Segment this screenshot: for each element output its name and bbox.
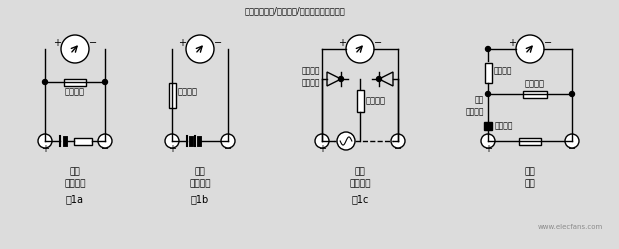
Text: 被测
电阻: 被测 电阻 (525, 167, 535, 188)
Circle shape (38, 134, 52, 148)
Text: 测量直流电阻/交流电源/直流电源功能原理图: 测量直流电阻/交流电源/直流电源功能原理图 (245, 6, 345, 15)
Circle shape (98, 134, 112, 148)
Bar (519, 137, 541, 144)
Bar (168, 82, 176, 108)
Text: 降压电阻: 降压电阻 (178, 87, 198, 97)
Text: +: + (508, 38, 516, 48)
Text: 分流电阻: 分流电阻 (525, 79, 545, 88)
Circle shape (376, 76, 381, 81)
Text: +: + (168, 144, 176, 154)
Text: 被测
直流电源: 被测 直流电源 (189, 167, 210, 188)
Text: +: + (338, 38, 346, 48)
Circle shape (391, 134, 405, 148)
Text: 图1b: 图1b (191, 194, 209, 204)
Circle shape (485, 91, 490, 97)
Text: 图1a: 图1a (66, 194, 84, 204)
Text: 被测
直流电阻: 被测 直流电阻 (64, 167, 86, 188)
Text: +: + (178, 38, 186, 48)
Circle shape (165, 134, 179, 148)
Text: +: + (41, 144, 49, 154)
Text: −: − (224, 144, 232, 154)
Text: 被测
交流电源: 被测 交流电源 (349, 167, 371, 188)
Text: www.elecfans.com: www.elecfans.com (537, 224, 603, 230)
Circle shape (186, 35, 214, 63)
Bar (64, 78, 86, 85)
Text: −: − (568, 144, 576, 154)
Text: 并串式半
波整流器: 并串式半 波整流器 (301, 66, 320, 87)
Text: +: + (318, 144, 326, 154)
Bar (357, 90, 363, 112)
Text: +: + (53, 38, 61, 48)
Bar (485, 63, 491, 83)
Text: −: − (394, 144, 402, 154)
Circle shape (221, 134, 235, 148)
Bar (74, 137, 92, 144)
Text: 表内电池: 表内电池 (495, 122, 514, 130)
Circle shape (337, 132, 355, 150)
Circle shape (481, 134, 495, 148)
Text: −: − (89, 38, 97, 48)
Circle shape (565, 134, 579, 148)
Text: 表内
等效电阻: 表内 等效电阻 (465, 96, 484, 116)
Text: −: − (214, 38, 222, 48)
Text: 调零电阻: 调零电阻 (494, 66, 513, 75)
Circle shape (346, 35, 374, 63)
Bar (523, 90, 547, 98)
Text: 倍增电阻: 倍增电阻 (366, 97, 386, 106)
Circle shape (569, 91, 574, 97)
Text: +: + (484, 144, 492, 154)
Circle shape (339, 76, 344, 81)
Text: −: − (544, 38, 552, 48)
Text: 分流电阻: 分流电阻 (65, 87, 85, 96)
Text: −: − (374, 38, 382, 48)
Circle shape (43, 79, 48, 84)
Circle shape (103, 79, 108, 84)
Circle shape (516, 35, 544, 63)
Circle shape (485, 47, 490, 52)
Circle shape (315, 134, 329, 148)
Text: −: − (101, 144, 109, 154)
Text: 图1c: 图1c (352, 194, 369, 204)
Bar (484, 122, 492, 130)
Circle shape (61, 35, 89, 63)
